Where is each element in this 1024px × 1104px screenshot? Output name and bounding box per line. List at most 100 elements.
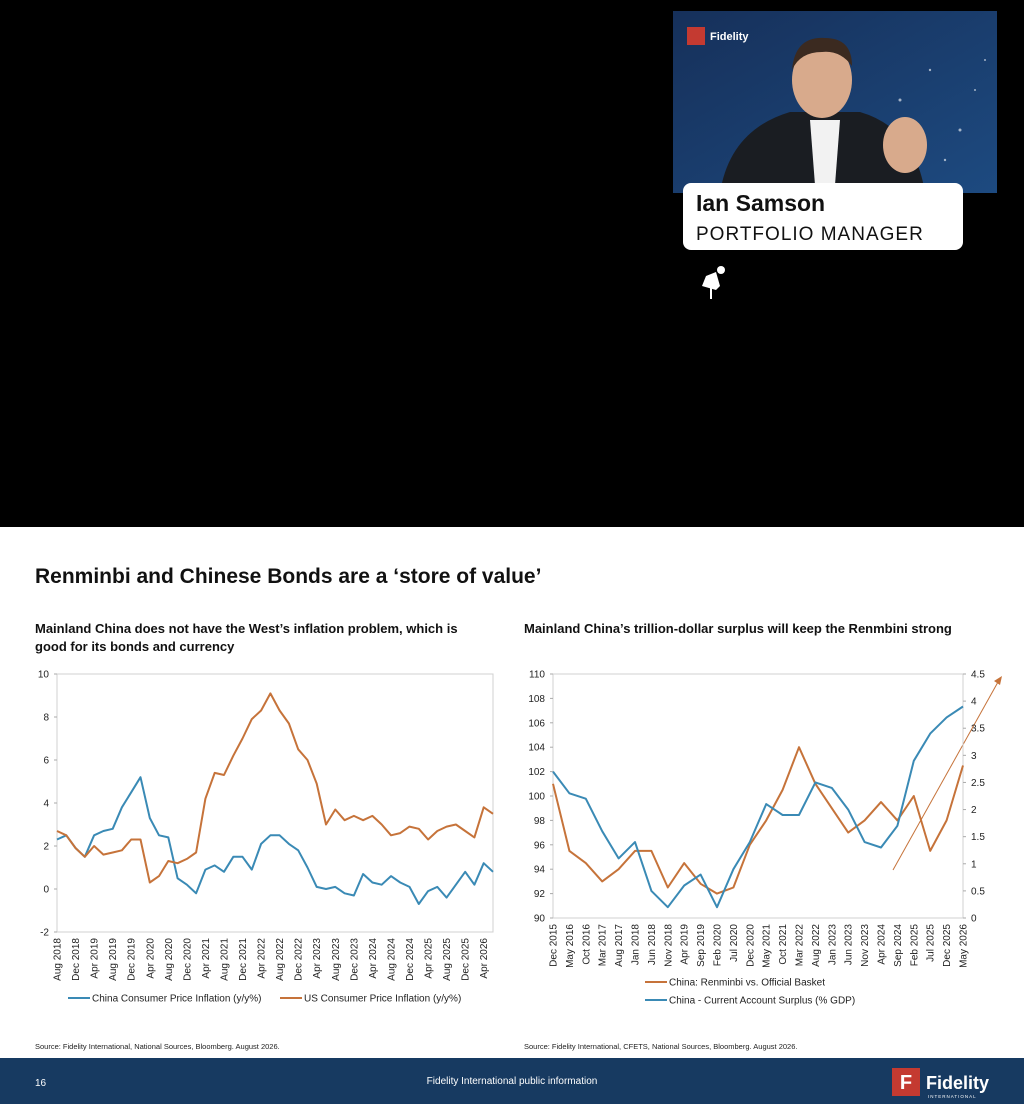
brand: Fidelity — [926, 1073, 989, 1093]
y2-tick-label: 2.5 — [971, 778, 985, 789]
x-tick-label: Mar 2022 — [795, 924, 806, 967]
y-tick-label: 102 — [528, 767, 545, 778]
y-tick-label: -2 — [40, 928, 49, 939]
y-tick-label: 104 — [528, 743, 545, 754]
y2-tick-label: 4.5 — [971, 670, 985, 681]
legend-label: US Consumer Price Inflation (y/y%) — [304, 994, 461, 1005]
footer-text: Fidelity International public informatio… — [427, 1076, 598, 1087]
y-tick-label: 4 — [43, 799, 49, 810]
logo-icon — [687, 27, 705, 45]
x-tick-label: Aug 2018 — [53, 938, 64, 981]
x-tick-label: Jun 2023 — [844, 924, 855, 966]
x-tick-label: Jul 2025 — [926, 924, 937, 962]
x-tick-label: Sep 2019 — [696, 924, 707, 967]
y-tick-label: 0 — [43, 885, 49, 896]
source-note: Source: Fidelity International, National… — [35, 1042, 280, 1051]
legend-label: China: Renminbi vs. Official Basket — [669, 978, 825, 989]
x-tick-label: Aug 2017 — [614, 924, 625, 967]
speaker — [720, 37, 927, 193]
x-tick-label: Dec 2022 — [294, 938, 305, 981]
series-line — [552, 746, 964, 895]
x-tick-label: Apr 2024 — [368, 938, 379, 979]
x-tick-label: Aug 2019 — [108, 938, 119, 981]
y-tick-label: 94 — [534, 865, 546, 876]
speaker-name: Ian Samson — [696, 190, 825, 216]
x-tick-label: Aug 2023 — [331, 938, 342, 981]
brand-icon — [892, 1068, 920, 1096]
logo-text: Fidelity — [710, 31, 749, 43]
x-tick-label: Apr 2022 — [257, 938, 268, 979]
source-note: Source: Fidelity International, CFETS, N… — [524, 1042, 797, 1051]
x-tick-label: Mar 2017 — [598, 924, 609, 967]
footer-bar — [0, 1058, 1024, 1104]
x-tick-label: May 2026 — [959, 924, 970, 968]
y-tick-label: 92 — [534, 889, 546, 900]
x-tick-label: Apr 2019 — [680, 924, 691, 965]
x-tick-label: Sep 2024 — [893, 924, 904, 967]
x-tick-label: Dec 2015 — [549, 924, 560, 967]
x-tick-label: Dec 2020 — [745, 924, 756, 967]
x-tick-label: Apr 2025 — [424, 938, 435, 979]
legend-label: China - Current Account Surplus (% GDP) — [669, 996, 855, 1007]
x-tick-label: Aug 2025 — [442, 938, 453, 981]
x-tick-label: Dec 2020 — [182, 938, 193, 981]
pin-icon[interactable] — [702, 266, 725, 299]
legend-label: China Consumer Price Inflation (y/y%) — [92, 994, 262, 1005]
x-tick-label: Dec 2025 — [461, 938, 472, 981]
chart-title: Mainland China’s trillion-dollar surplus… — [524, 621, 952, 636]
trend-arrow — [892, 681, 999, 871]
page-number: 16 — [35, 1078, 47, 1089]
y2-tick-label: 1.5 — [971, 832, 985, 843]
x-tick-label: Jan 2023 — [827, 924, 838, 966]
x-tick-label: Dec 2021 — [238, 938, 249, 981]
y2-tick-label: 0.5 — [971, 886, 985, 897]
x-tick-label: Apr 2021 — [201, 938, 212, 979]
arrow-head — [994, 676, 1002, 685]
y2-tick-label: 2 — [971, 805, 977, 816]
x-tick-label: Apr 2026 — [479, 938, 490, 979]
y-tick-label: 110 — [529, 670, 545, 681]
x-tick-label: Dec 2023 — [349, 938, 360, 981]
x-tick-label: Feb 2025 — [909, 924, 920, 967]
series-line — [552, 705, 964, 909]
x-tick-label: May 2016 — [565, 924, 576, 968]
y2-tick-label: 3.5 — [971, 724, 985, 735]
y2-tick-label: 1 — [971, 859, 977, 870]
x-tick-label: Nov 2018 — [663, 924, 674, 967]
x-tick-label: Aug 2024 — [386, 938, 397, 981]
x-tick-label: Dec 2024 — [405, 938, 416, 981]
x-tick-label: Dec 2018 — [71, 938, 82, 981]
x-tick-label: Oct 2016 — [581, 924, 592, 965]
y-tick-label: 90 — [534, 914, 546, 925]
y-tick-label: 2 — [43, 842, 49, 853]
x-tick-label: May 2021 — [762, 924, 773, 968]
brand-icon-letter: F — [900, 1072, 912, 1094]
speaker-role: PORTFOLIO MANAGER — [696, 224, 924, 245]
series-line — [56, 776, 494, 905]
slide-title: Renminbi and Chinese Bonds are a ‘store … — [35, 565, 541, 588]
y-tick-label: 100 — [528, 792, 545, 803]
chart-title: Mainland China does not have the West’s … — [35, 621, 458, 654]
y-tick-label: 106 — [528, 718, 545, 729]
y2-tick-label: 0 — [971, 914, 977, 925]
x-tick-label: Aug 2020 — [164, 938, 175, 981]
y-tick-label: 96 — [534, 840, 546, 851]
x-tick-label: Jun 2018 — [647, 924, 658, 966]
brand-sub: INTERNATIONAL — [928, 1094, 977, 1099]
y2-tick-label: 3 — [971, 751, 977, 762]
x-tick-label: Jan 2018 — [631, 924, 642, 966]
x-tick-label: Aug 2022 — [811, 924, 822, 967]
x-tick-label: Aug 2021 — [219, 938, 230, 981]
y-tick-label: 108 — [528, 694, 545, 705]
x-tick-label: Dec 2025 — [942, 924, 953, 967]
y-tick-label: 6 — [43, 756, 49, 767]
x-tick-label: Dec 2019 — [127, 938, 138, 981]
y2-tick-label: 4 — [971, 697, 977, 708]
x-tick-label: Apr 2019 — [90, 938, 101, 979]
x-tick-label: Feb 2020 — [713, 924, 724, 967]
series-line — [56, 692, 494, 884]
x-tick-label: Oct 2021 — [778, 924, 789, 965]
sparkles — [898, 59, 986, 162]
